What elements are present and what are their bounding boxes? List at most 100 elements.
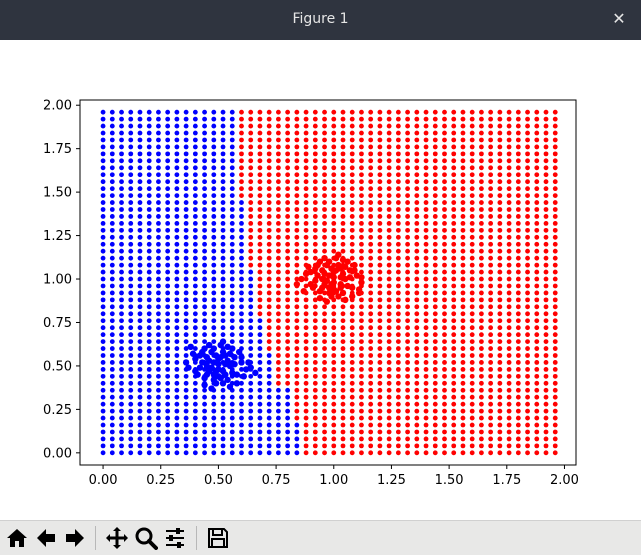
grid-point bbox=[395, 373, 401, 379]
grid-point bbox=[525, 443, 530, 449]
grid-point bbox=[442, 200, 447, 205]
grid-point bbox=[377, 450, 383, 456]
grid-point bbox=[248, 325, 254, 331]
grid-point bbox=[451, 193, 457, 199]
grid-point bbox=[386, 137, 392, 143]
blue-cluster-point bbox=[217, 374, 224, 382]
scatter-plot[interactable]: 0.00 0.25 0.50 0.75 1.00 1.25 1.50 1.75 2.000.00… bbox=[0, 40, 641, 520]
blue-cluster-point bbox=[231, 354, 238, 361]
grid-point bbox=[432, 415, 438, 421]
zoom-button[interactable] bbox=[133, 524, 159, 552]
grid-point bbox=[257, 262, 263, 268]
grid-point bbox=[285, 311, 291, 317]
grid-point bbox=[368, 137, 374, 143]
grid-point bbox=[294, 450, 300, 456]
grid-point bbox=[386, 221, 392, 226]
grid-point bbox=[100, 429, 106, 435]
grid-point bbox=[239, 241, 244, 247]
grid-point bbox=[543, 109, 549, 115]
grid-point bbox=[386, 123, 392, 129]
home-button[interactable] bbox=[4, 524, 30, 552]
grid-point bbox=[202, 130, 207, 136]
grid-point bbox=[515, 186, 521, 192]
grid-point bbox=[229, 248, 235, 254]
grid-point bbox=[312, 339, 318, 344]
grid-point bbox=[211, 394, 217, 400]
grid-point bbox=[312, 415, 318, 421]
grid-point bbox=[257, 137, 263, 143]
grid-point bbox=[552, 144, 558, 150]
grid-point bbox=[192, 214, 198, 219]
grid-point bbox=[386, 158, 392, 164]
grid-point bbox=[469, 269, 475, 275]
grid-point bbox=[211, 234, 217, 240]
grid-point bbox=[497, 165, 503, 171]
grid-point bbox=[146, 234, 152, 240]
grid-point bbox=[229, 304, 235, 310]
grid-point bbox=[442, 325, 447, 331]
grid-point bbox=[276, 158, 281, 164]
grid-point bbox=[137, 360, 143, 365]
grid-point bbox=[266, 304, 272, 310]
grid-point bbox=[257, 290, 263, 296]
grid-point bbox=[165, 276, 171, 282]
x-tick-label: 0.50 bbox=[204, 473, 233, 488]
grid-point bbox=[543, 221, 549, 226]
grid-point bbox=[146, 130, 152, 136]
grid-point bbox=[506, 387, 512, 393]
grid-point bbox=[442, 172, 447, 178]
grid-point bbox=[349, 443, 355, 449]
back-button[interactable] bbox=[33, 524, 59, 552]
grid-point bbox=[183, 130, 189, 136]
grid-point bbox=[119, 130, 124, 136]
forward-button[interactable] bbox=[62, 524, 88, 552]
grid-point bbox=[451, 109, 457, 115]
grid-point bbox=[276, 151, 281, 157]
grid-point bbox=[312, 186, 318, 192]
pan-button[interactable] bbox=[104, 524, 130, 552]
grid-point bbox=[423, 109, 429, 115]
grid-point bbox=[506, 353, 512, 358]
grid-point bbox=[451, 450, 457, 456]
grid-point bbox=[239, 408, 244, 414]
grid-point bbox=[183, 151, 189, 157]
grid-point bbox=[322, 158, 327, 164]
figure-canvas[interactable]: 0.00 0.25 0.50 0.75 1.00 1.25 1.50 1.75 2.00 0.00… bbox=[0, 40, 641, 520]
grid-point bbox=[276, 283, 281, 289]
grid-point bbox=[220, 123, 226, 129]
grid-point bbox=[368, 297, 374, 303]
grid-point bbox=[423, 422, 429, 428]
grid-point bbox=[100, 144, 106, 150]
grid-point bbox=[146, 443, 152, 449]
grid-point bbox=[303, 318, 309, 324]
grid-point bbox=[460, 144, 466, 150]
grid-point bbox=[414, 172, 420, 178]
configure-subplots-button[interactable] bbox=[162, 524, 188, 552]
grid-point bbox=[165, 158, 171, 164]
grid-point bbox=[239, 123, 244, 129]
grid-point bbox=[534, 151, 540, 157]
grid-point bbox=[469, 172, 475, 178]
grid-point bbox=[349, 318, 355, 324]
blue-cluster-point bbox=[210, 345, 217, 352]
grid-point bbox=[137, 318, 143, 324]
close-icon[interactable]: ✕ bbox=[612, 9, 626, 28]
grid-point bbox=[303, 137, 309, 143]
toolbar-separator bbox=[196, 526, 197, 550]
grid-point bbox=[183, 387, 189, 393]
grid-point bbox=[395, 353, 401, 358]
red-cluster-point bbox=[342, 263, 349, 271]
save-button[interactable] bbox=[205, 524, 231, 552]
grid-point bbox=[442, 262, 447, 268]
grid-point bbox=[248, 130, 254, 136]
grid-point bbox=[276, 262, 281, 268]
grid-point bbox=[202, 241, 207, 247]
grid-point bbox=[349, 221, 355, 226]
grid-point bbox=[497, 144, 503, 150]
grid-point bbox=[239, 255, 244, 261]
grid-point bbox=[257, 422, 263, 428]
grid-point bbox=[100, 165, 106, 171]
grid-point bbox=[460, 443, 466, 449]
grid-point bbox=[349, 234, 355, 240]
grid-point bbox=[266, 429, 272, 435]
